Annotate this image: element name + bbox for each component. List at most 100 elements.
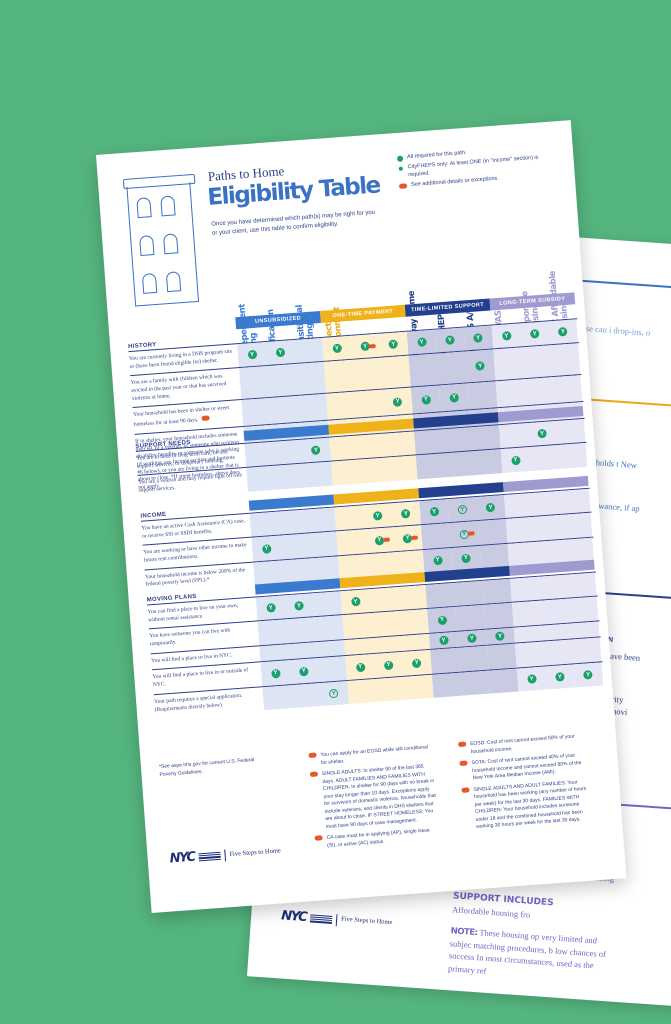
table-cell <box>354 390 385 418</box>
table-cell <box>488 668 519 694</box>
eligible-check-icon: Y <box>537 428 547 439</box>
eligible-check-icon: Y <box>459 529 475 539</box>
nyc-logo: NYC <box>280 908 307 926</box>
table-cell <box>370 611 401 637</box>
table-cell <box>334 505 365 531</box>
table-cell: Y <box>251 535 282 562</box>
table-cell: Y <box>516 666 547 692</box>
table-cell <box>342 613 373 639</box>
legend: All required for this path. CityFHEPS on… <box>396 144 549 194</box>
note-label: NOTE: <box>450 925 478 938</box>
eligible-check-icon: Y <box>510 455 521 465</box>
table-cell: Y <box>447 497 478 523</box>
table-cell <box>538 574 569 601</box>
program-name: Five Steps to Home <box>340 915 393 927</box>
eligible-check-icon: Y <box>558 327 568 337</box>
table-cell <box>523 377 554 406</box>
eligible-check-icon: Y <box>449 392 459 403</box>
eligible-check-icon: Y <box>467 633 477 644</box>
note-badge-icon <box>382 537 391 543</box>
table-cell: Y <box>321 335 352 362</box>
table-cell <box>359 457 390 484</box>
eligible-check-icon: Y <box>299 666 309 677</box>
footnote-text: CA case must be in applying (AP), single… <box>326 827 430 849</box>
eligible-check-icon: Y <box>555 672 565 682</box>
table-cell: Y <box>362 503 393 529</box>
table-cell <box>414 429 445 455</box>
eligible-check-icon: Y <box>485 502 496 513</box>
table-cell <box>566 572 597 598</box>
table-cell <box>571 637 602 664</box>
column-header: Pathway Home <box>403 226 430 356</box>
table-cell <box>267 364 298 398</box>
table-cell: Y <box>491 323 522 349</box>
column-header: EOSD <box>347 230 374 360</box>
table-cell <box>555 418 586 445</box>
eligible-check-icon: Y <box>401 509 411 519</box>
table-cell <box>295 362 327 396</box>
eligible-check-icon: Y <box>457 504 468 515</box>
back-footer-logo: NYC Five Steps to Home <box>281 908 393 931</box>
table-cell <box>458 646 489 672</box>
table-cell: Y <box>519 321 550 347</box>
table-cell <box>272 439 303 466</box>
table-cell: Y <box>475 495 506 521</box>
eligible-check-icon: Y <box>261 543 272 554</box>
eligible-check-icon: Y <box>329 688 339 699</box>
table-cell: Y <box>465 349 496 383</box>
footnote-item: SINGLE ADULTS: In shelter 90 of the last… <box>309 763 439 832</box>
table-cell <box>436 351 468 385</box>
table-cell <box>528 445 559 471</box>
eligible-check-icon: Y <box>311 445 321 456</box>
table-cell <box>415 453 446 480</box>
table-cell <box>285 617 316 644</box>
footnote-text: SINGLE ADULTS AND ADULT FAMILIES: Your h… <box>473 778 587 830</box>
table-cell: Y <box>318 680 349 707</box>
table-cell <box>543 639 574 666</box>
table-cell <box>398 609 429 635</box>
eligible-check-icon: Y <box>429 507 439 517</box>
table-cell <box>326 392 357 420</box>
table-cell: Y <box>544 664 575 690</box>
table-cell <box>306 507 337 533</box>
note-badge-icon <box>457 741 467 748</box>
eligible-check-icon: Y <box>438 635 449 646</box>
table-cell <box>511 601 542 627</box>
table-cell <box>503 492 534 519</box>
table-cell: Y <box>382 388 413 416</box>
eligible-check-icon: Y <box>501 331 512 341</box>
footnote-item: SINGLE ADULTS AND ADULT FAMILIES: Your h… <box>461 778 589 832</box>
table-cell <box>514 641 545 668</box>
table-cell <box>472 449 503 475</box>
eligible-check-icon: Y <box>416 337 427 348</box>
table-cell <box>486 644 517 670</box>
eligible-check-icon: Y <box>421 394 431 405</box>
table-cell: Y <box>419 499 450 525</box>
table-cell <box>312 591 343 617</box>
front-footer-logo: NYC Five Steps to Home <box>169 841 281 869</box>
column-header: Supportive Housing <box>516 218 543 339</box>
table-cell <box>368 587 399 613</box>
table-cell <box>505 517 536 543</box>
table-cell: Y <box>345 654 376 680</box>
eligible-check-icon: Y <box>529 329 540 339</box>
column-header: Project Reconnect <box>318 232 345 354</box>
table-cell: Y <box>439 383 470 412</box>
table-cell <box>455 605 486 631</box>
footnotes: *See aspe.hhs.gov for current U.S. Feder… <box>159 731 608 867</box>
eligible-check-icon: Y <box>495 631 505 642</box>
note-badge-icon <box>308 752 317 759</box>
divider <box>335 913 338 926</box>
eligible-check-icon: Y <box>583 670 593 680</box>
note-badge-icon <box>368 343 376 349</box>
eligible-check-icon: Y <box>372 511 383 521</box>
table-cell <box>277 509 308 535</box>
table-cell <box>307 531 338 558</box>
eligible-check-icon: Y <box>475 361 486 372</box>
check-dot-icon <box>396 155 404 162</box>
eligible-check-icon: Y <box>294 601 304 611</box>
table-cell <box>444 451 475 477</box>
notes-column-2: EOSD: Cost of rent cannot exceed 50% of … <box>457 733 590 836</box>
table-cell <box>442 427 473 453</box>
table-cell <box>352 358 383 392</box>
